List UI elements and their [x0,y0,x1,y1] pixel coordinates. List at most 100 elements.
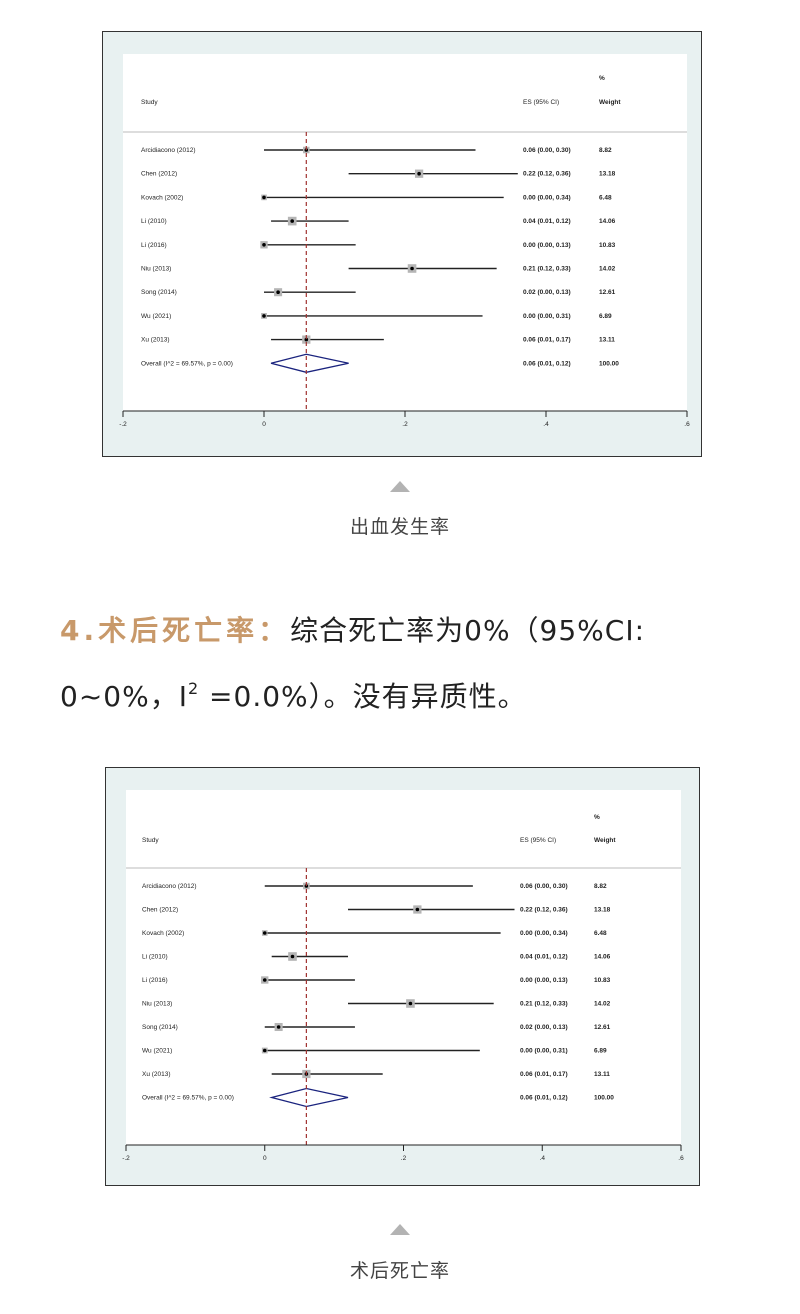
forest-plot-mortality: % Study ES (95% CI) Weight Arcidiacono (2012… [105,767,700,1186]
es-ci-value: 0.00 (0.00, 0.13) [523,242,571,249]
x-tick-label: .6 [684,421,690,428]
study-label: Kovach (2002) [141,194,183,201]
es-ci-value: 0.02 (0.00, 0.13) [523,289,571,296]
overall-diamond [270,353,349,373]
es-ci-value: 0.04 (0.01, 0.12) [520,954,568,961]
study-label: Chen (2012) [142,907,178,914]
weight-value: 14.06 [599,218,616,225]
point-estimate [262,195,266,200]
es-ci-value: 0.02 (0.00, 0.13) [520,1024,568,1031]
es-ci-value: 0.21 (0.12, 0.33) [523,266,571,273]
x-tick-label: -.2 [122,1155,130,1162]
es-ci-value: 0.00 (0.00, 0.13) [520,977,568,984]
weight-value: 6.48 [599,194,612,201]
point-estimate [276,1025,281,1029]
study-label: Li (2016) [141,242,167,249]
weight-value: 6.48 [594,930,607,937]
point-estimate [417,171,421,176]
study-label: Arcidiacono (2012) [141,147,196,154]
weight-value: 13.18 [599,171,616,178]
weight-value: 6.89 [594,1048,607,1055]
es-ci-value: 0.06 (0.00, 0.30) [520,883,568,890]
es-ci-value: 0.06 (0.00, 0.30) [523,147,571,154]
point-estimate [304,337,309,342]
x-tick-label: .6 [678,1155,684,1162]
weight-value: 13.11 [594,1071,610,1078]
study-label: Kovach (2002) [142,930,184,937]
figure-caption: 出血发生率 [349,516,450,538]
study-label: Xu (2013) [141,337,170,344]
x-tick-label: 0 [262,421,266,428]
es-ci-value: 0.00 (0.00, 0.34) [523,194,571,201]
study-label: Song (2014) [141,289,177,296]
point-estimate [408,1001,413,1006]
point-estimate [415,907,420,912]
overall-weight: 100.00 [599,360,619,367]
study-label: Chen (2012) [141,171,177,178]
forest-plot-bleeding: % Study ES (95% CI) Weight Arcidiacono (2012… [102,31,702,457]
forest-plot-svg: % Study ES (95% CI) Weight Arcidiacono (2012… [122,790,684,1162]
x-tick-label: .2 [402,421,408,428]
study-label: Niu (2013) [141,266,171,273]
point-estimate [262,978,267,982]
overall-es-value: 0.06 (0.01, 0.12) [523,360,571,367]
study-label: Niu (2013) [142,1001,172,1008]
section-heading: 4.术后死亡率： [60,614,291,647]
forest-plot-svg: % Study ES (95% CI) Weight Arcidiacono (2012… [119,54,690,428]
header-study: Study [141,99,158,106]
study-label: Wu (2021) [141,313,171,320]
weight-value: 13.11 [599,337,615,344]
weight-value: 12.61 [599,289,616,296]
header-weight: Weight [599,99,621,106]
section-text: 综合死亡率为0%（95%CI: 0~0%，I [60,614,646,713]
overall-diamond [269,1087,349,1108]
overall-es-value: 0.06 (0.01, 0.12) [520,1095,568,1102]
section-paragraph: 4.术后死亡率：综合死亡率为0%（95%CI: 0~0%，I2 =0.0%）。没… [60,602,760,726]
x-tick-label: 0 [263,1155,267,1162]
figure-caption: 术后死亡率 [349,1260,450,1282]
point-estimate [262,243,266,247]
x-tick-label: .4 [540,1155,546,1162]
study-label: Wu (2021) [142,1048,172,1055]
header-weight-pct: % [599,75,605,82]
study-label: Song (2014) [142,1024,178,1031]
header-es: ES (95% CI) [523,99,559,106]
point-estimate [276,290,280,295]
weight-value: 8.82 [599,147,612,154]
header-study: Study [142,837,159,844]
caret-up-icon [390,1224,410,1235]
plot-area [126,790,681,1145]
weight-value: 10.83 [594,977,611,984]
es-ci-value: 0.06 (0.01, 0.17) [523,337,571,344]
point-estimate [262,1048,267,1053]
overall-label: Overall (I^2 = 69.57%, p = 0.00) [141,360,233,367]
es-ci-value: 0.00 (0.00, 0.31) [523,313,571,320]
plot-area [123,54,687,411]
point-estimate [410,266,414,271]
caret-up-icon [390,481,410,492]
superscript: 2 [187,679,200,698]
es-ci-value: 0.00 (0.00, 0.34) [520,930,568,937]
point-estimate [262,314,266,318]
es-ci-value: 0.04 (0.01, 0.12) [523,218,571,225]
point-estimate [262,931,267,935]
weight-value: 12.61 [594,1024,611,1031]
es-ci-value: 0.22 (0.12, 0.36) [523,171,571,178]
point-estimate [290,954,295,959]
weight-value: 10.83 [599,242,616,249]
header-es: ES (95% CI) [520,837,556,844]
weight-value: 14.06 [594,954,611,961]
study-label: Li (2010) [142,954,168,961]
weight-value: 8.82 [594,883,607,890]
section-text-end: =0.0%）。没有异质性。 [199,680,527,713]
study-label: Li (2016) [142,977,168,984]
header-weight: Weight [594,837,616,844]
weight-value: 14.02 [599,266,616,273]
es-ci-value: 0.21 (0.12, 0.33) [520,1001,568,1008]
es-ci-value: 0.00 (0.00, 0.31) [520,1048,568,1055]
header-weight-pct: % [594,814,600,821]
x-tick-label: .4 [543,421,549,428]
es-ci-value: 0.06 (0.01, 0.17) [520,1071,568,1078]
es-ci-value: 0.22 (0.12, 0.36) [520,907,568,914]
